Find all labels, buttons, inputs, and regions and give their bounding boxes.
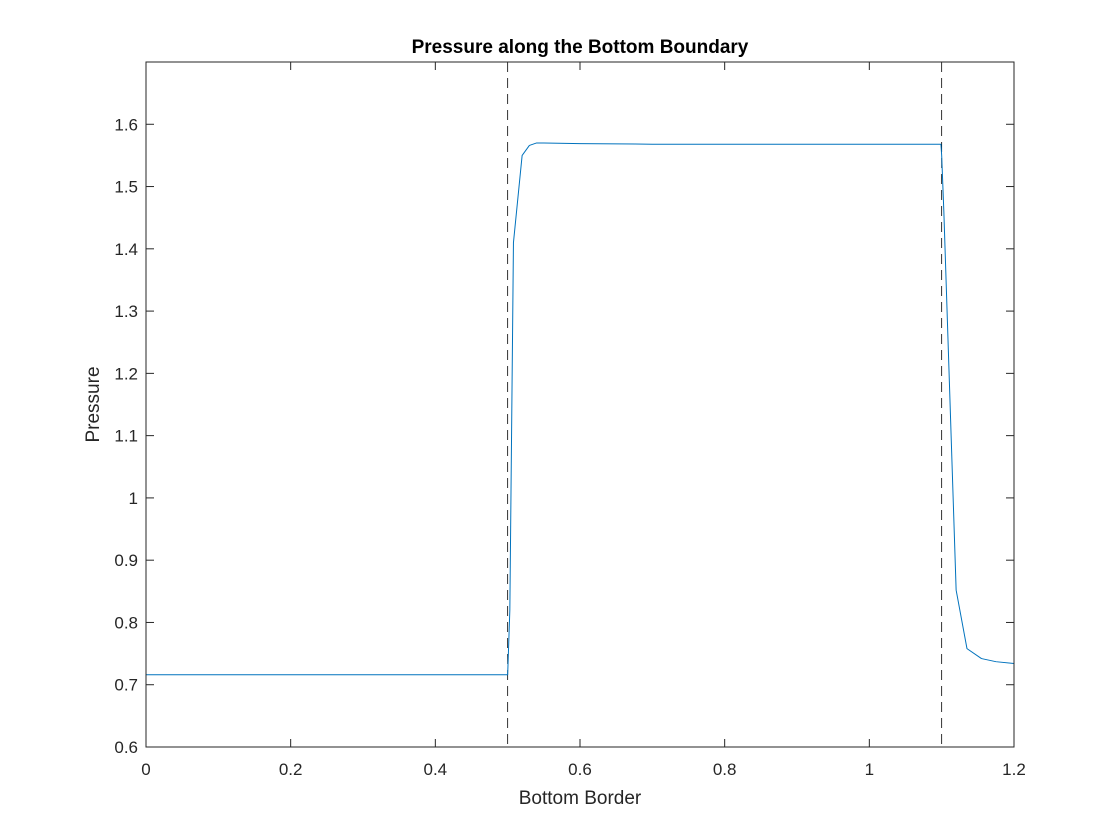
y-tick-label: 1.6: [114, 115, 138, 134]
x-tick-label: 0.8: [713, 760, 737, 779]
reference-lines: [507, 62, 943, 747]
series-layer: [146, 142, 1015, 676]
y-tick-label: 1.1: [114, 427, 138, 446]
x-tick-label: 0.6: [568, 760, 592, 779]
y-tick-label: 1.2: [114, 364, 138, 383]
y-axis-ticks: 0.6 0.7 0.8 0.9 1 1.1 1.2 1.3 1.4 1.5 1.6: [114, 115, 1014, 757]
series-line-0: [146, 142, 1015, 676]
y-tick-label: 1.3: [114, 302, 138, 321]
y-axis-label: Pressure: [83, 366, 104, 442]
x-tick-label: 1.2: [1002, 760, 1026, 779]
y-tick-label: 0.6: [114, 738, 138, 757]
y-tick-label: 1.5: [114, 178, 138, 197]
plot-area: [146, 62, 1014, 747]
y-tick-label: 0.9: [114, 551, 138, 570]
x-tick-label: 0: [141, 760, 150, 779]
x-axis-ticks: 0 0.2 0.4 0.6 0.8 1 1.2: [141, 62, 1026, 779]
y-tick-label: 1.4: [114, 240, 138, 259]
y-tick-label: 0.7: [114, 676, 138, 695]
x-axis-label: Bottom Border: [519, 788, 642, 809]
x-tick-label: 0.2: [279, 760, 303, 779]
x-tick-label: 0.4: [424, 760, 448, 779]
y-tick-label: 0.8: [114, 613, 138, 632]
chart-title: Pressure along the Bottom Boundary: [412, 37, 749, 58]
y-tick-label: 1: [129, 489, 138, 508]
x-tick-label: 1: [865, 760, 874, 779]
